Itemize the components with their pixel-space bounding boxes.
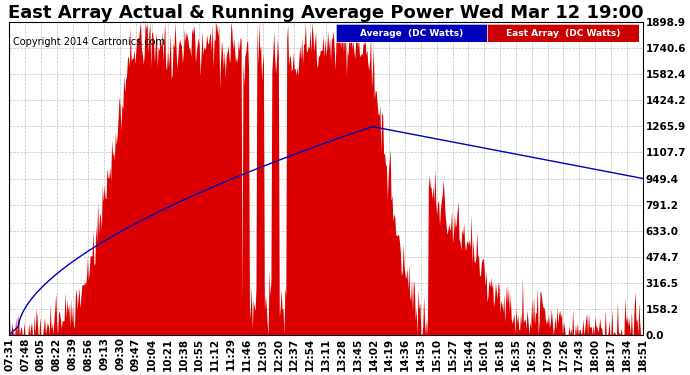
Text: Average  (DC Watts): Average (DC Watts) xyxy=(359,29,463,38)
Text: Copyright 2014 Cartronics.com: Copyright 2014 Cartronics.com xyxy=(12,38,165,47)
Title: East Array Actual & Running Average Power Wed Mar 12 19:00: East Array Actual & Running Average Powe… xyxy=(8,4,644,22)
Text: East Array  (DC Watts): East Array (DC Watts) xyxy=(506,29,620,38)
